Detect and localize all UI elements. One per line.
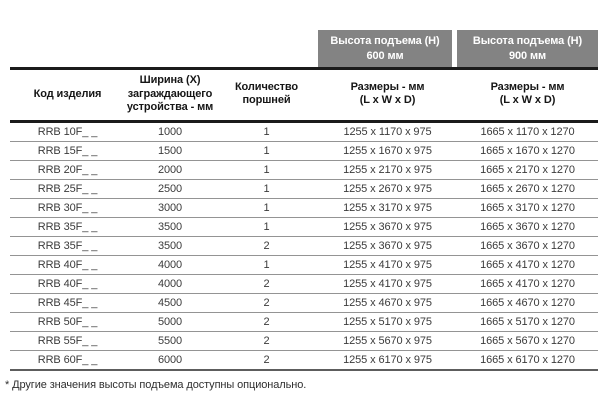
column-header-barrier-width: Ширина (X) заграждающего устройства - мм [125,68,215,123]
table-header-row: Код изделия Ширина (X) заграждающего уст… [10,68,598,123]
cell-dimensions-900: 1665 x 1670 x 1270 [457,141,598,161]
cell-barrier-width: 2500 [125,179,215,199]
lift-height-group-header-row: Высота подъема (H) 600 мм Высота подъема… [10,30,598,67]
table-row: RRB 20F_ _ 2000 1 1255 x 2170 x 975 1665… [10,160,598,180]
cell-barrier-width: 6000 [125,350,215,371]
cell-dimensions-900: 1665 x 5170 x 1270 [457,312,598,332]
table-row: RRB 55F_ _ 5500 2 1255 x 5670 x 975 1665… [10,331,598,351]
cell-barrier-width: 5500 [125,331,215,351]
cell-dimensions-600: 1255 x 2170 x 975 [318,160,457,180]
column-header-dimensions-900: Размеры - мм (L x W x D) [457,68,598,123]
cell-barrier-width: 3500 [125,236,215,256]
cell-piston-count: 1 [215,141,318,161]
table-row: RRB 25F_ _ 2500 1 1255 x 2670 x 975 1665… [10,179,598,199]
cell-product-code: RRB 30F_ _ [10,198,125,218]
cell-piston-count: 2 [215,236,318,256]
cell-dimensions-900: 1665 x 3670 x 1270 [457,236,598,256]
cell-dimensions-900: 1665 x 5670 x 1270 [457,331,598,351]
cell-barrier-width: 4500 [125,293,215,313]
table-row: RRB 50F_ _ 5000 2 1255 x 5170 x 975 1665… [10,312,598,332]
cell-piston-count: 2 [215,331,318,351]
cell-dimensions-900: 1665 x 3170 x 1270 [457,198,598,218]
cell-product-code: RRB 45F_ _ [10,293,125,313]
cell-barrier-width: 4000 [125,274,215,294]
group-header-spacer [10,30,318,67]
table-row: RRB 45F_ _ 4500 2 1255 x 4670 x 975 1665… [10,293,598,313]
cell-dimensions-900: 1665 x 3670 x 1270 [457,217,598,237]
table-row: RRB 30F_ _ 3000 1 1255 x 3170 x 975 1665… [10,198,598,218]
cell-product-code: RRB 10F_ _ [10,121,125,142]
cell-piston-count: 2 [215,350,318,371]
table-row: RRB 60F_ _ 6000 2 1255 x 6170 x 975 1665… [10,350,598,371]
cell-dimensions-600: 1255 x 2670 x 975 [318,179,457,199]
cell-piston-count: 1 [215,198,318,218]
cell-barrier-width: 1500 [125,141,215,161]
cell-dimensions-600: 1255 x 6170 x 975 [318,350,457,371]
cell-piston-count: 1 [215,121,318,142]
cell-product-code: RRB 40F_ _ [10,274,125,294]
cell-barrier-width: 3500 [125,217,215,237]
cell-barrier-width: 5000 [125,312,215,332]
cell-dimensions-600: 1255 x 4170 x 975 [318,255,457,275]
cell-dimensions-600: 1255 x 5170 x 975 [318,312,457,332]
cell-dimensions-600: 1255 x 3670 x 975 [318,236,457,256]
cell-product-code: RRB 60F_ _ [10,350,125,371]
column-header-piston-count: Количество поршней [215,68,318,123]
cell-product-code: RRB 20F_ _ [10,160,125,180]
cell-dimensions-900: 1665 x 2670 x 1270 [457,179,598,199]
cell-dimensions-900: 1665 x 4170 x 1270 [457,274,598,294]
cell-piston-count: 2 [215,312,318,332]
cell-dimensions-600: 1255 x 4670 x 975 [318,293,457,313]
table-row: RRB 10F_ _ 1000 1 1255 x 1170 x 975 1665… [10,121,598,142]
table-body: RRB 10F_ _ 1000 1 1255 x 1170 x 975 1665… [10,121,598,371]
table-row: RRB 35F_ _ 3500 2 1255 x 3670 x 975 1665… [10,236,598,256]
table-row: RRB 40F_ _ 4000 2 1255 x 4170 x 975 1665… [10,274,598,294]
cell-dimensions-900: 1665 x 2170 x 1270 [457,160,598,180]
cell-barrier-width: 3000 [125,198,215,218]
lift-height-600-header: Высота подъема (H) 600 мм [318,30,452,67]
cell-dimensions-900: 1665 x 4670 x 1270 [457,293,598,313]
cell-piston-count: 2 [215,293,318,313]
cell-product-code: RRB 35F_ _ [10,236,125,256]
lift-height-footnote: * Другие значения высоты подъема доступн… [5,378,307,391]
cell-dimensions-600: 1255 x 5670 x 975 [318,331,457,351]
cell-product-code: RRB 15F_ _ [10,141,125,161]
cell-product-code: RRB 50F_ _ [10,312,125,332]
table-row: RRB 15F_ _ 1500 1 1255 x 1670 x 975 1665… [10,141,598,161]
table-row: RRB 40F_ _ 4000 1 1255 x 4170 x 975 1665… [10,255,598,275]
cell-piston-count: 2 [215,274,318,294]
cell-product-code: RRB 55F_ _ [10,331,125,351]
spec-table-container: Высота подъема (H) 600 мм Высота подъема… [5,30,598,391]
cell-dimensions-600: 1255 x 1670 x 975 [318,141,457,161]
cell-product-code: RRB 35F_ _ [10,217,125,237]
cell-dimensions-900: 1665 x 6170 x 1270 [457,350,598,371]
column-header-product-code: Код изделия [10,68,125,123]
cell-dimensions-600: 1255 x 1170 x 975 [318,121,457,142]
cell-product-code: RRB 40F_ _ [10,255,125,275]
cell-piston-count: 1 [215,255,318,275]
spec-table: Код изделия Ширина (X) заграждающего уст… [10,67,598,371]
table-row: RRB 35F_ _ 3500 1 1255 x 3670 x 975 1665… [10,217,598,237]
cell-barrier-width: 4000 [125,255,215,275]
cell-barrier-width: 2000 [125,160,215,180]
cell-dimensions-600: 1255 x 3170 x 975 [318,198,457,218]
cell-dimensions-900: 1665 x 1170 x 1270 [457,121,598,142]
cell-dimensions-600: 1255 x 4170 x 975 [318,274,457,294]
cell-product-code: RRB 25F_ _ [10,179,125,199]
cell-barrier-width: 1000 [125,121,215,142]
column-header-dimensions-600: Размеры - мм (L x W x D) [318,68,457,123]
cell-dimensions-900: 1665 x 4170 x 1270 [457,255,598,275]
cell-piston-count: 1 [215,160,318,180]
cell-dimensions-600: 1255 x 3670 x 975 [318,217,457,237]
cell-piston-count: 1 [215,217,318,237]
lift-height-900-header: Высота подъема (H) 900 мм [457,30,598,67]
cell-piston-count: 1 [215,179,318,199]
